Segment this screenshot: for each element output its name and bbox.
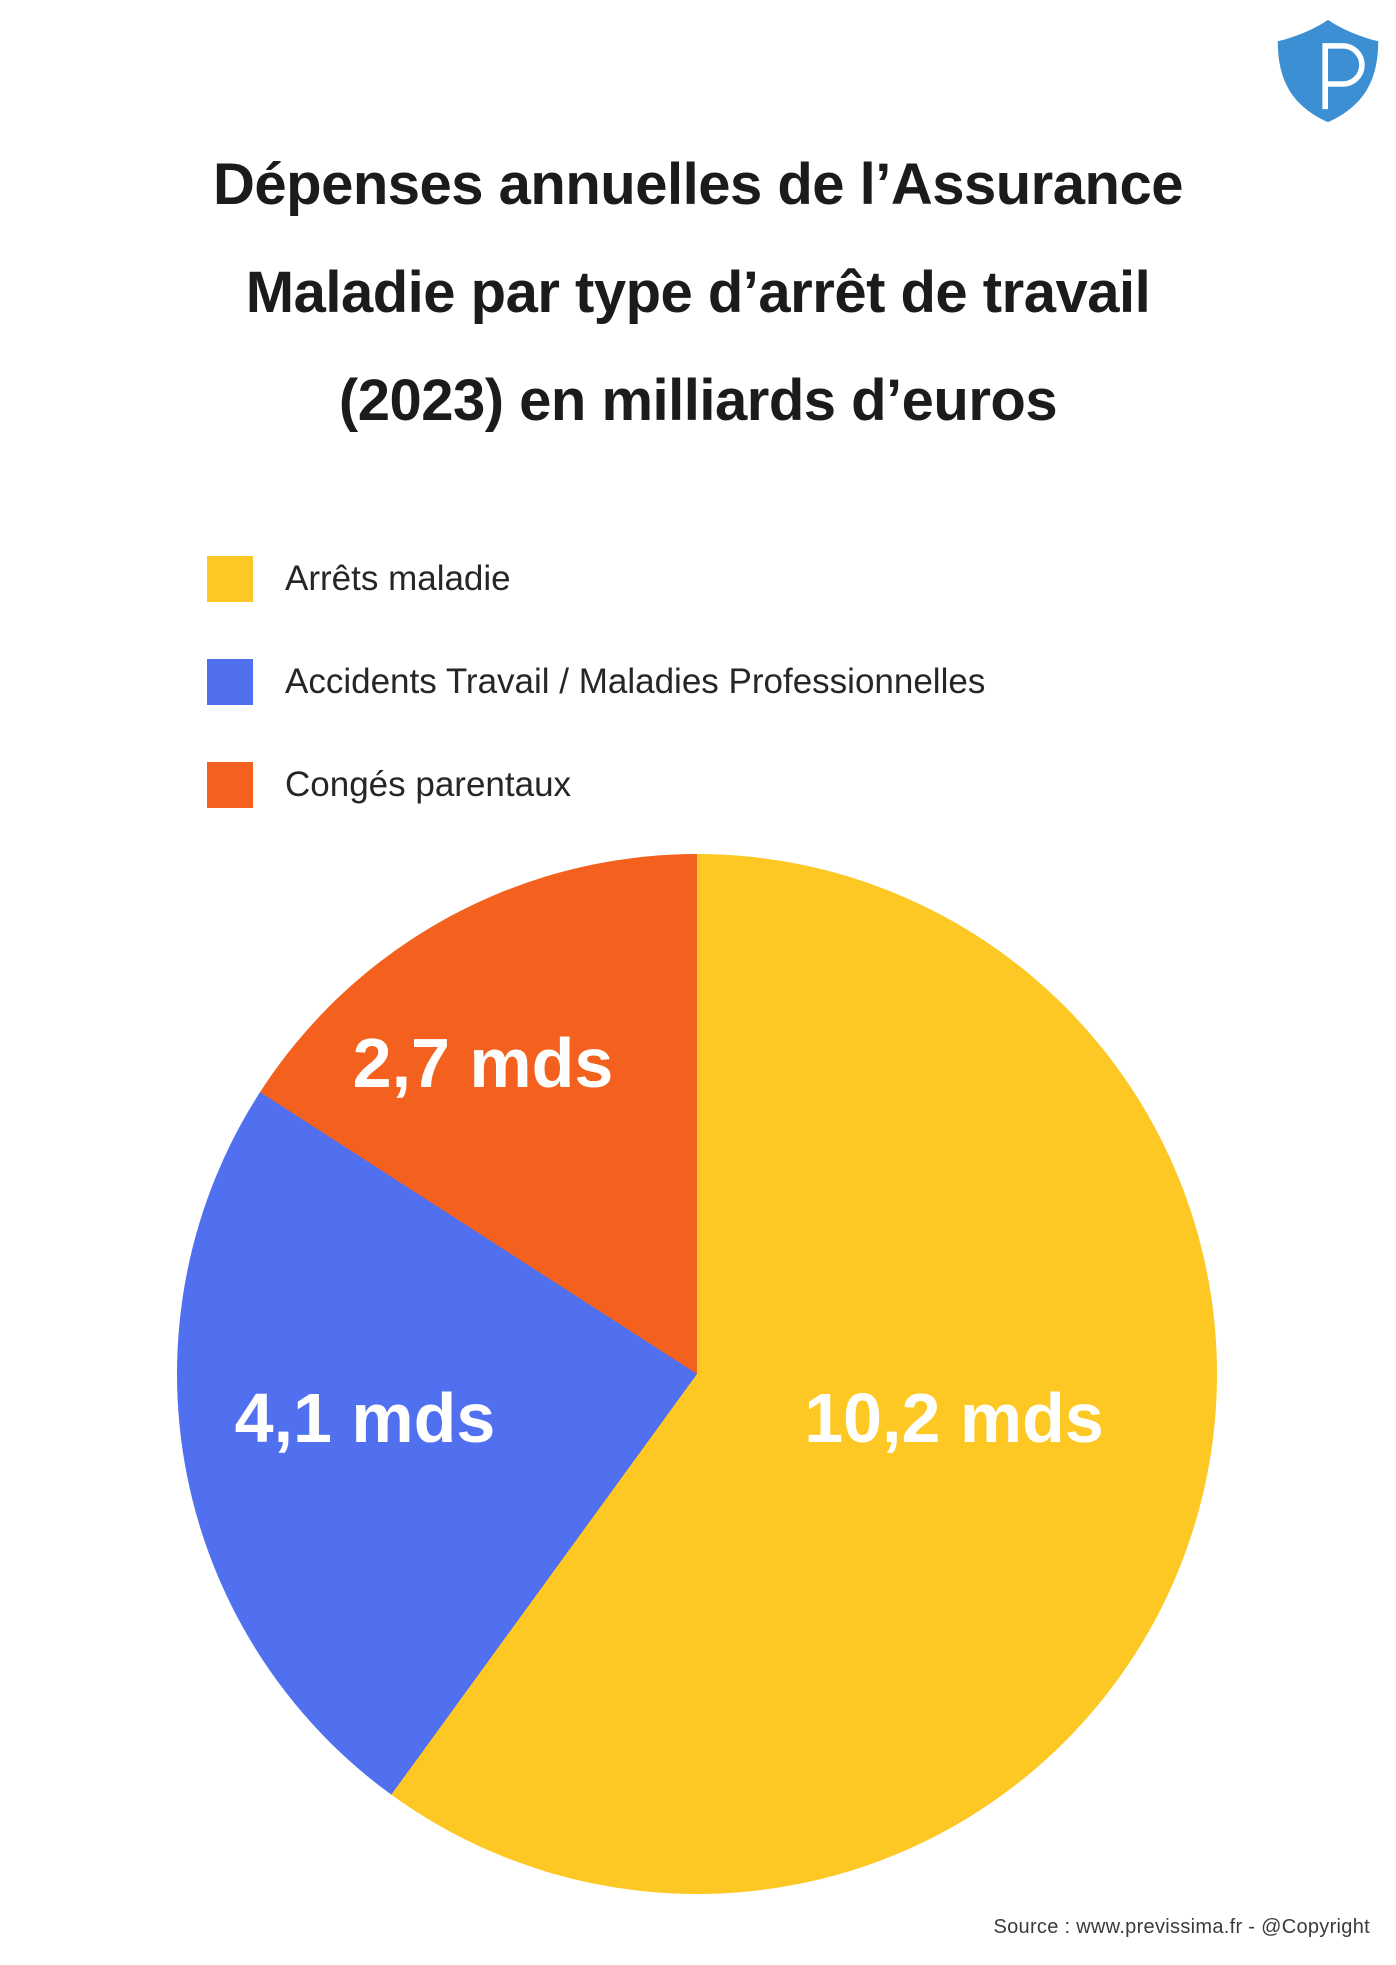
legend-swatch-yellow [207,556,253,602]
title-line-3: (2023) en milliards d’euros [338,367,1058,433]
pie-chart [177,854,1217,1894]
legend-swatch-blue [207,659,253,705]
slice-value-accidents-travail: 4,1 mds [234,1379,496,1457]
legend-item-conges-parentaux: Congés parentaux [207,762,985,808]
legend-swatch-orange [207,762,253,808]
letter-p-glyph [1322,43,1365,110]
legend-item-arrets-maladie: Arrêts maladie [207,556,985,602]
legend-label: Accidents Travail / Maladies Professionn… [285,662,986,701]
page-title: Dépenses annuelles de l’Assurance Maladi… [0,131,1396,455]
source-credit: Source : www.previssima.fr - @Copyright [993,1916,1370,1938]
legend-item-accidents-travail: Accidents Travail / Maladies Professionn… [207,659,985,705]
title-line-2: Maladie par type d’arrêt de travail [245,259,1151,325]
chart-legend: Arrêts maladie Accidents Travail / Malad… [207,556,985,865]
previssima-logo [1277,19,1379,123]
title-line-1: Dépenses annuelles de l’Assurance [213,151,1183,217]
legend-label: Arrêts maladie [285,559,511,598]
slice-value-conges-parentaux: 2,7 mds [352,1024,614,1102]
slice-value-arrets-maladie: 10,2 mds [804,1379,1104,1457]
legend-label: Congés parentaux [285,765,572,804]
